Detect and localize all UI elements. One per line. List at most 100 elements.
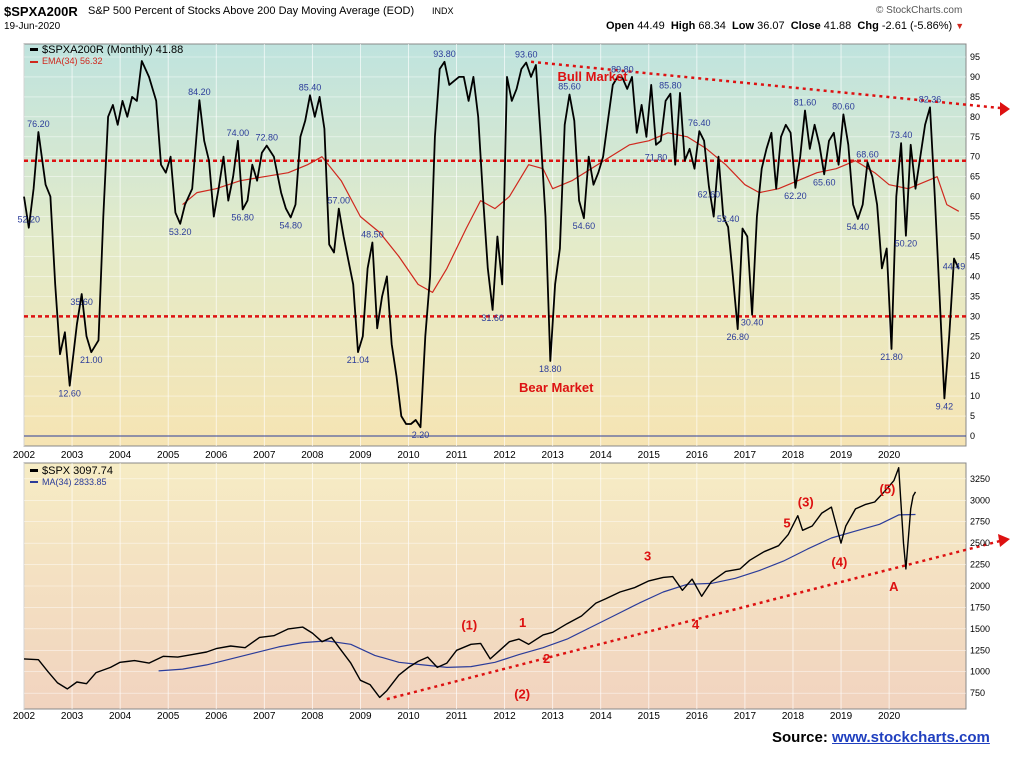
top-x-tick-label: 2016	[686, 450, 709, 461]
rising-trendline	[386, 539, 1001, 701]
point-value-label: 18.80	[539, 364, 562, 374]
market-annotation: Bear Market	[519, 380, 594, 395]
top-x-tick-label: 2004	[109, 450, 132, 461]
point-value-label: 89.80	[611, 65, 634, 75]
low-label: Low	[732, 20, 755, 32]
bottom-x-tick-label: 2014	[590, 711, 613, 722]
top-y-tick-label: 25	[970, 331, 980, 341]
point-value-label: 26.80	[726, 332, 749, 342]
spxa200r-line	[23, 60, 960, 429]
bottom-y-tick-label: 1750	[970, 602, 990, 612]
bottom-x-tick-label: 2011	[446, 711, 468, 722]
bottom-x-tick-label: 2015	[638, 711, 661, 722]
point-value-label: 76.40	[688, 118, 711, 128]
point-value-label: 62.20	[784, 191, 807, 201]
spx-line	[23, 467, 917, 699]
top-y-tick-label: 60	[970, 192, 980, 202]
top-y-tick-label: 50	[970, 232, 980, 242]
top-x-tick-label: 2013	[542, 450, 565, 461]
point-value-label: 30.40	[741, 318, 764, 328]
wave-annotation: (2)	[514, 686, 530, 701]
point-value-label: 2.20	[412, 430, 430, 440]
top-x-tick-label: 2015	[638, 450, 661, 461]
bottom-x-tick-label: 2009	[349, 711, 372, 722]
top-y-tick-label: 80	[970, 112, 980, 122]
point-value-label: 21.00	[80, 355, 103, 365]
bottom-y-tick-label: 3000	[970, 495, 990, 505]
wave-annotation: (3)	[798, 494, 814, 509]
chg-label: Chg	[857, 20, 879, 32]
point-value-label: 62.60	[698, 189, 721, 199]
point-value-label: 21.04	[347, 355, 370, 365]
top-x-tick-label: 2007	[253, 450, 276, 461]
legend-swatch-spx	[30, 469, 38, 472]
top-y-tick-label: 90	[970, 72, 980, 82]
bottom-x-tick-label: 2004	[109, 711, 132, 722]
bottom-x-tick-label: 2010	[397, 711, 420, 722]
top-x-tick-label: 2009	[349, 450, 372, 461]
top-y-tick-label: 75	[970, 132, 980, 142]
point-value-label: 85.80	[659, 81, 682, 91]
bottom-y-tick-label: 1000	[970, 667, 990, 677]
open-value: 44.49	[637, 20, 665, 32]
source-label: Source:	[772, 729, 828, 746]
point-value-label: 76.20	[27, 119, 50, 129]
bottom-x-tick-label: 2016	[686, 711, 709, 722]
point-value-label: 82.36	[919, 94, 942, 104]
point-value-label: 56.80	[231, 212, 254, 222]
wave-annotation: 3	[644, 548, 651, 563]
chg-value: -2.61 (-5.86%)	[881, 20, 953, 32]
bottom-x-tick-label: 2019	[830, 711, 853, 722]
close-value: 41.88	[823, 20, 852, 32]
point-value-label: 68.60	[856, 149, 879, 159]
exchange-label: INDX	[432, 6, 454, 16]
top-x-tick-label: 2006	[205, 450, 228, 461]
top-y-tick-label: 0	[970, 431, 975, 441]
bottom-x-tick-label: 2008	[301, 711, 324, 722]
market-annotation: Bull Market	[557, 69, 628, 84]
wave-annotation: 2	[543, 651, 550, 666]
ohlc-bar: Open 44.49 High 68.34 Low 36.07 Close 41…	[606, 20, 964, 32]
point-value-label: 73.40	[890, 130, 913, 140]
top-x-tick-label: 2011	[446, 450, 468, 461]
point-value-label: 50.20	[895, 239, 918, 249]
top-x-tick-label: 2010	[397, 450, 420, 461]
top-x-tick-label: 2002	[13, 450, 36, 461]
point-value-label: 52.40	[717, 214, 740, 224]
bottom-x-tick-label: 2018	[782, 711, 805, 722]
bottom-x-tick-label: 2006	[205, 711, 228, 722]
point-value-label: 71.80	[645, 153, 668, 163]
low-value: 36.07	[757, 20, 785, 32]
legend-swatch-ema	[30, 61, 38, 63]
legend-ema34: EMA(34) 56.32	[42, 56, 103, 66]
point-value-label: 54.80	[279, 220, 302, 230]
date-label: 19-Jun-2020	[4, 21, 61, 32]
top-x-tick-label: 2008	[301, 450, 324, 461]
bottom-y-tick-label: 1250	[970, 645, 990, 655]
top-x-tick-label: 2012	[493, 450, 516, 461]
top-y-tick-label: 65	[970, 172, 980, 182]
top-x-tick-label: 2020	[878, 450, 901, 461]
wave-annotation: (5)	[879, 481, 895, 496]
top-x-tick-label: 2005	[157, 450, 180, 461]
point-value-label: 84.20	[188, 87, 211, 97]
top-y-tick-label: 30	[970, 311, 980, 321]
source-link[interactable]: www.stockcharts.com	[832, 729, 990, 746]
point-value-label: 35.60	[70, 297, 93, 307]
wave-annotation: 5	[783, 516, 790, 531]
top-x-tick-label: 2018	[782, 450, 805, 461]
point-value-label: 93.80	[433, 49, 456, 59]
bottom-y-tick-label: 2000	[970, 581, 990, 591]
top-y-tick-label: 45	[970, 251, 980, 261]
bottom-x-tick-label: 2012	[493, 711, 516, 722]
chart-header: $SPXA200R S&P 500 Percent of Stocks Abov…	[0, 0, 1024, 44]
bottom-x-tick-label: 2007	[253, 711, 276, 722]
top-x-tick-label: 2003	[61, 450, 84, 461]
top-y-tick-label: 70	[970, 152, 980, 162]
symbol-description: S&P 500 Percent of Stocks Above 200 Day …	[88, 5, 415, 17]
top-y-tick-label: 15	[970, 371, 980, 381]
point-value-label: 85.40	[299, 82, 322, 92]
point-value-label: 57.00	[328, 196, 351, 206]
bottom-x-tick-label: 2017	[734, 711, 757, 722]
legend-spx: $SPX 3097.74	[42, 465, 113, 477]
